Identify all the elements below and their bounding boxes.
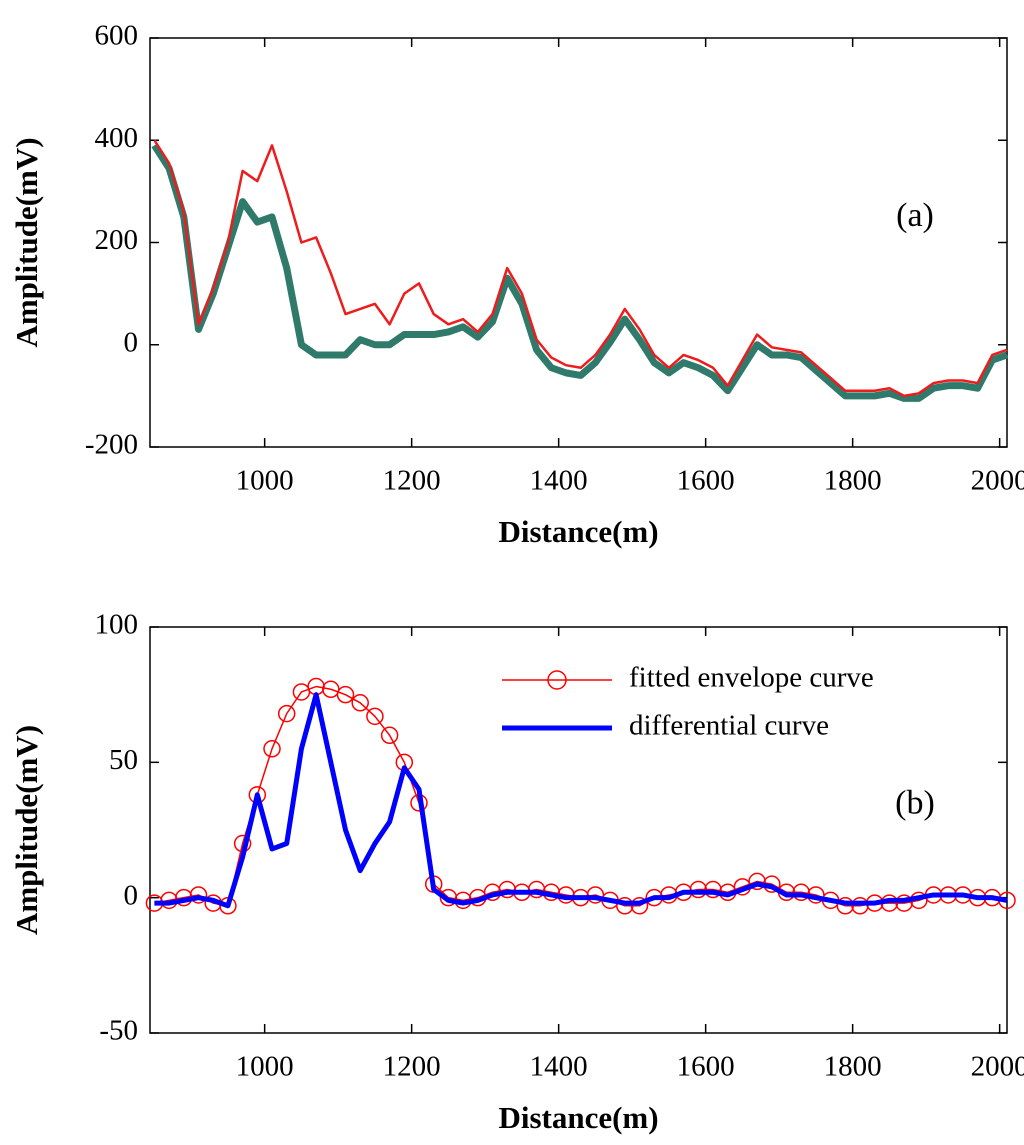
- y-tick-label: 0: [124, 326, 139, 358]
- data-point: [748, 872, 766, 891]
- legend-label: fitted envelope curve: [629, 662, 874, 694]
- data-point: [792, 883, 810, 902]
- legend-label: differential curve: [629, 710, 829, 742]
- data-point: [527, 880, 546, 899]
- x-tick-label: 1400: [530, 1051, 588, 1083]
- data-point: [366, 707, 384, 726]
- data-point: [439, 888, 458, 907]
- y-tick-label: 200: [95, 224, 139, 256]
- data-point: [498, 880, 516, 899]
- x-tick-label: 2000: [971, 465, 1024, 497]
- x-tick-label: 1600: [677, 465, 735, 497]
- data-point: [895, 894, 913, 912]
- x-tick-label: 2000: [971, 1051, 1024, 1083]
- y-tick-label: 100: [95, 609, 139, 641]
- data-point: [851, 897, 869, 915]
- data-point: [836, 897, 855, 915]
- y-tick-label: 600: [95, 20, 139, 52]
- axes-frame: [149, 626, 1008, 1034]
- y-tick-label: -200: [85, 429, 138, 461]
- y-axis-label: Amplitude(mV): [9, 725, 44, 935]
- data-line: [154, 692, 1008, 909]
- data-point: [351, 694, 369, 712]
- x-tick-label: 1200: [383, 465, 441, 497]
- x-tick-label: 1800: [824, 1051, 882, 1083]
- data-point: [630, 897, 649, 915]
- data-point: [704, 880, 722, 899]
- x-tick-label: 1400: [530, 465, 588, 497]
- data-line: [151, 143, 1009, 402]
- data-point: [277, 704, 296, 723]
- y-tick-label: 50: [109, 744, 138, 776]
- legend-marker: [547, 670, 567, 690]
- x-axis-label: Distance(m): [498, 1100, 658, 1135]
- data-point: [263, 740, 281, 758]
- data-point: [189, 886, 208, 904]
- panel-label: (a): [896, 197, 934, 234]
- data-point: [689, 880, 708, 899]
- data-point: [336, 685, 355, 704]
- x-tick-label: 1800: [824, 465, 882, 497]
- y-tick-label: 0: [124, 879, 139, 911]
- y-axis-label: Amplitude(mV): [9, 137, 44, 347]
- x-tick-label: 1200: [383, 1051, 441, 1083]
- x-tick-label: 1000: [236, 465, 294, 497]
- panel-label: (b): [895, 784, 935, 821]
- y-tick-label: 400: [95, 122, 139, 154]
- x-tick-label: 1000: [236, 1051, 294, 1083]
- data-line: [153, 139, 1008, 398]
- y-tick-label: -50: [99, 1015, 138, 1047]
- data-point: [380, 726, 399, 745]
- x-tick-label: 1600: [677, 1051, 735, 1083]
- x-axis-label: Distance(m): [498, 514, 658, 549]
- data-point: [616, 897, 634, 915]
